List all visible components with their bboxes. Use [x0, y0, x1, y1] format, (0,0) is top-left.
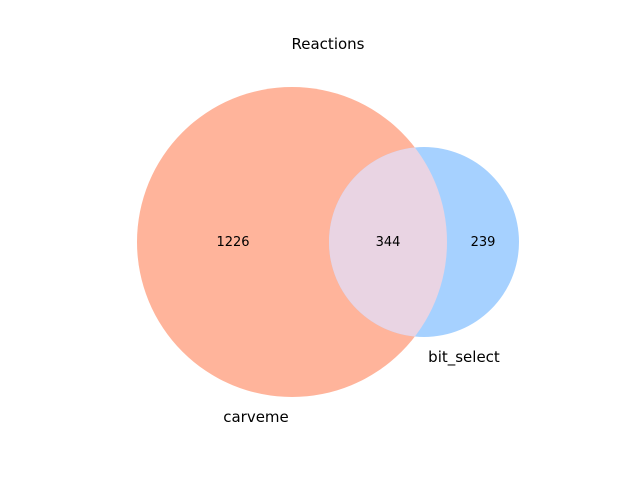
only-bit-select-count: 239: [471, 235, 496, 250]
bit-select-label: bit_select: [428, 348, 500, 367]
chart-title: Reactions: [292, 35, 365, 53]
overlap-region: [329, 147, 447, 337]
carveme-label: carveme: [223, 408, 289, 426]
intersection-count: 344: [376, 235, 401, 250]
only-carveme-count: 1226: [216, 235, 249, 250]
